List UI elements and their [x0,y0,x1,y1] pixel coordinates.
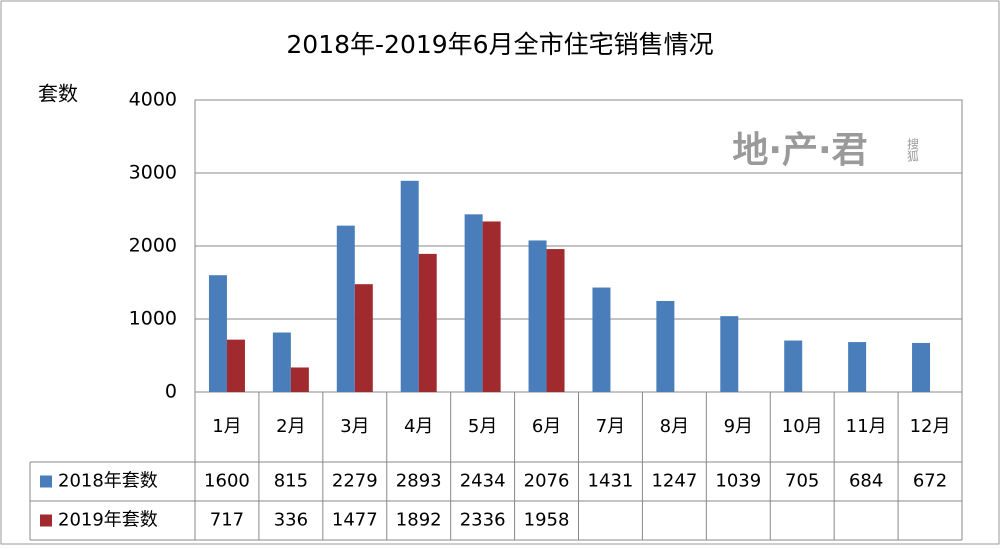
x-tick-label: 12月 [910,416,951,437]
y-tick-label: 0 [165,381,177,403]
bar [272,332,291,392]
table-value: 1039 [715,471,761,492]
table-value: 2893 [396,471,442,492]
watermark: 地·产·君 [732,130,867,171]
x-tick-label: 9月 [724,416,753,437]
bar [226,339,245,392]
bar [208,275,227,392]
table-value: 1247 [651,471,697,492]
bar [354,284,373,392]
table-value: 2279 [332,471,378,492]
chart-title: 2018年-2019年6月全市住宅销售情况 [286,30,713,59]
bar [546,249,565,392]
table-value: 336 [274,510,308,531]
table-value: 717 [210,510,244,531]
bar [528,240,547,392]
bar [336,225,355,392]
x-tick-label: 7月 [596,416,625,437]
table-value: 2076 [524,471,570,492]
x-tick-label: 4月 [404,416,433,437]
table-value: 684 [849,471,883,492]
y-axis-label: 套数 [38,82,78,106]
legend-swatch [40,475,52,488]
bar [784,340,803,392]
table-value: 815 [274,471,308,492]
table-value: 705 [785,471,819,492]
x-tick-label: 11月 [846,416,887,437]
legend-label: 2019年套数 [58,510,158,531]
bar [482,221,501,392]
x-tick-label: 6月 [532,416,561,437]
x-tick-label: 8月 [660,416,689,437]
table-value: 1600 [204,471,250,492]
x-tick-label: 1月 [212,416,241,437]
table-value: 2434 [460,471,506,492]
bar [720,316,739,392]
x-tick-label: 2月 [276,416,305,437]
bar [290,367,309,392]
y-tick-label: 2000 [129,235,177,257]
y-tick-label: 4000 [129,89,177,111]
table-value: 1477 [332,510,378,531]
watermark-sub: 搜狐 [906,137,920,162]
y-tick-label: 3000 [129,162,177,184]
bar [418,253,437,392]
bar [592,287,611,392]
table-value: 1431 [588,471,634,492]
x-tick-label: 10月 [782,416,823,437]
x-tick-label: 3月 [340,416,369,437]
bar [848,342,867,392]
bar [912,342,931,392]
table-value: 672 [913,471,947,492]
legend-swatch [40,514,52,527]
legend-label: 2018年套数 [58,471,158,492]
bar [400,180,419,392]
table-value: 1892 [396,510,442,531]
y-tick-label: 1000 [129,308,177,330]
bar [656,300,675,392]
table-value: 1958 [524,510,570,531]
x-tick-label: 5月 [468,416,497,437]
table-value: 2336 [460,510,506,531]
bar [464,214,483,392]
